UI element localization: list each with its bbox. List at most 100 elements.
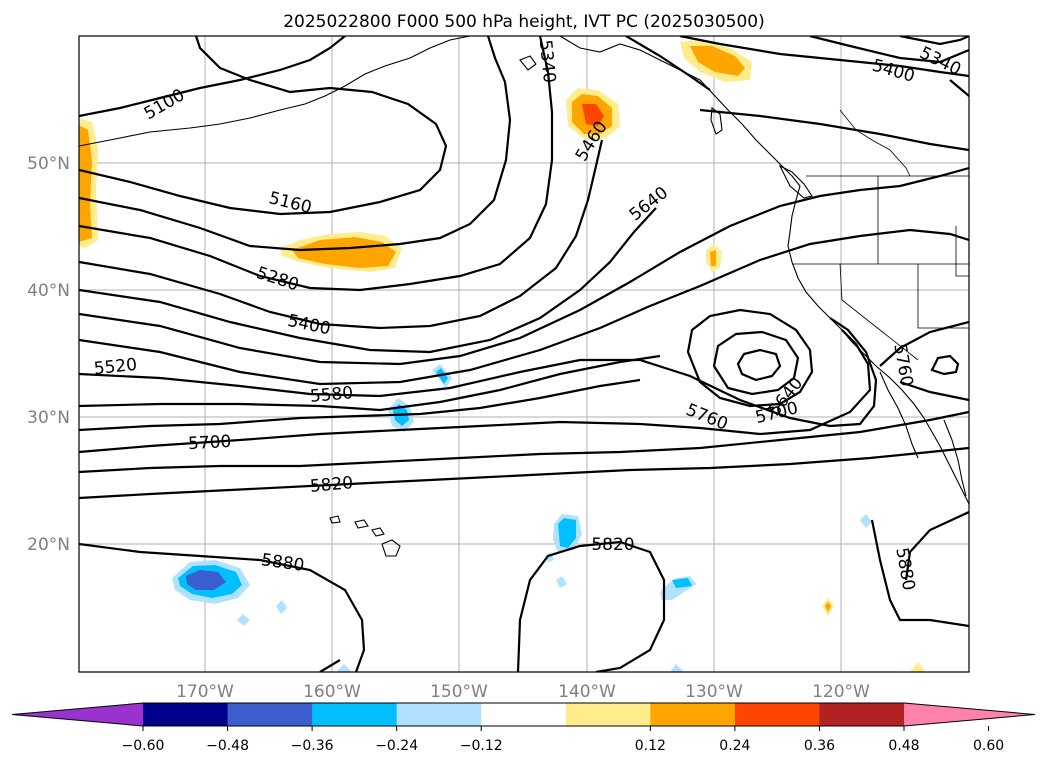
contour-label: 5580 (309, 383, 354, 407)
haida-gwaii (710, 106, 723, 135)
colorbar-tick-label: −0.48 (206, 738, 249, 754)
colorbar-tick-label: −0.36 (291, 738, 334, 754)
contour-line (79, 36, 346, 118)
lon-label-170w: 170°W (176, 682, 234, 702)
colorbar-tick-label: 0.36 (804, 738, 835, 754)
gridlines (79, 36, 969, 672)
lon-label-140w: 140°W (558, 682, 616, 702)
contour-line (949, 79, 969, 97)
ivt-positive-area (690, 46, 745, 76)
alaska-coast (79, 36, 471, 147)
lon-label-150w: 150°W (430, 682, 488, 702)
ivt-negative-area (237, 614, 250, 626)
vancouver-island (778, 164, 813, 199)
lon-label-120w: 120°W (812, 682, 870, 702)
ivt-positive-area (582, 104, 604, 126)
contour-label: 5820 (591, 535, 634, 555)
ivt-positive-area (79, 125, 92, 242)
colorbar-cell (650, 703, 736, 726)
colorbar-tick-label: 0.48 (888, 738, 919, 754)
contour-line (625, 36, 711, 91)
colorbar-cell (481, 703, 567, 726)
contour-line (79, 207, 657, 354)
contour-line (516, 540, 666, 672)
colorbar-tick-label: 0.24 (719, 738, 750, 754)
ivt-negative-area (276, 600, 287, 614)
contour-line (79, 166, 969, 366)
contour-line (79, 317, 878, 428)
ivt-negative-area (672, 578, 692, 588)
lat-label-50n: 50°N (27, 154, 70, 174)
province-borders (839, 109, 911, 177)
latitude-labels: 50°N 40°N 30°N 20°N (27, 154, 70, 555)
gulf-of-california (943, 419, 967, 497)
contour-line (736, 348, 782, 382)
contour-line (79, 446, 969, 500)
map-title: 2025022800 F000 500 hPa height, IVT PC (… (283, 12, 765, 32)
lat-label-30n: 30°N (27, 408, 70, 428)
colorbar-cell (227, 703, 313, 726)
contour-line (904, 511, 969, 581)
ivt-positive-area (910, 662, 926, 672)
colorbar-tick-label: 0.12 (635, 738, 666, 754)
colorbar-extend-min (12, 703, 143, 726)
lon-label-160w: 160°W (303, 682, 361, 702)
contour-line (686, 308, 814, 408)
contour-line (79, 410, 969, 474)
contour-line (879, 320, 969, 367)
lat-label-20n: 20°N (27, 535, 70, 555)
contour-line (679, 36, 969, 78)
colorbar-cell (734, 703, 820, 726)
ivt-negative-area (336, 664, 352, 672)
contour-line (870, 519, 969, 628)
contour-line (79, 228, 969, 386)
baja-coast (879, 371, 919, 459)
contour-label: 5700 (188, 432, 232, 454)
contour-line (79, 354, 661, 412)
ivt-negative-area (558, 518, 576, 548)
state-borders (792, 176, 969, 361)
ivt-negative-area (860, 514, 872, 528)
height-contours (79, 36, 969, 672)
colorbar-tick-label: 0.60 (973, 738, 1004, 754)
colorbar: −0.60 −0.48 −0.36 −0.24 −0.12 0.12 0.24 0.36 0.4… (11, 702, 1036, 754)
map-frame (78, 35, 970, 673)
contour-label: 5520 (93, 355, 138, 379)
contour-line (712, 330, 800, 396)
contour-line (79, 139, 604, 330)
contour-line (699, 108, 969, 152)
lon-label-130w: 130°W (685, 682, 743, 702)
colorbar-cells (11, 702, 1036, 727)
contour-line (79, 36, 512, 252)
colorbar-tick-label: −0.24 (375, 738, 418, 754)
hawaii-islands (329, 515, 401, 557)
colorbar-cell (396, 703, 482, 726)
colorbar-ticks: −0.60 −0.48 −0.36 −0.24 −0.12 0.12 0.24 0.36 0.4… (122, 726, 1004, 754)
contour-line (809, 36, 969, 64)
kodiak-island (519, 55, 537, 71)
contour-line (899, 36, 969, 46)
contour-line (79, 36, 554, 292)
contour-line (930, 354, 960, 376)
contour-line (79, 542, 366, 672)
contour-label: 5820 (309, 473, 354, 497)
colorbar-cell (143, 703, 229, 726)
borders (792, 109, 969, 361)
colorbar-cell (819, 703, 905, 726)
contour-line (79, 378, 641, 432)
ivt-negative-area (436, 368, 448, 384)
ivt-negative-area (186, 570, 226, 590)
contour-line (79, 329, 872, 454)
ivt-positive-area (710, 250, 716, 266)
colorbar-cell (565, 703, 651, 726)
contour-line (319, 659, 341, 672)
ivt-negative-area (670, 664, 684, 672)
ivt-positive-area (292, 237, 396, 268)
longitude-labels: 170°W 160°W 150°W 140°W 130°W 120°W (176, 682, 870, 702)
colorbar-tick-label: −0.12 (460, 738, 503, 754)
colorbar-cell (312, 703, 398, 726)
colorbar-extend-max (904, 703, 1035, 726)
lat-label-40n: 40°N (27, 281, 70, 301)
colorbar-tick-label: −0.60 (122, 738, 165, 754)
